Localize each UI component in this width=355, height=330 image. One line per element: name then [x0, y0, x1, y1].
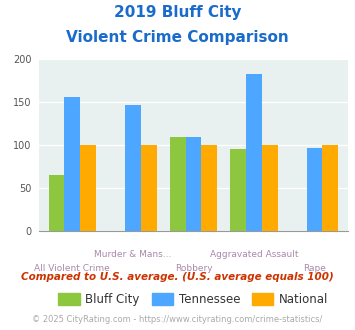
Text: Murder & Mans...: Murder & Mans... — [94, 250, 171, 259]
Bar — [322, 145, 338, 231]
Legend: Bluff City, Tennessee, National: Bluff City, Tennessee, National — [54, 288, 333, 311]
Bar — [170, 137, 186, 231]
Bar — [307, 148, 322, 231]
Text: 2019 Bluff City: 2019 Bluff City — [114, 5, 241, 20]
Text: All Violent Crime: All Violent Crime — [34, 264, 110, 273]
Bar — [230, 148, 246, 231]
Bar — [49, 175, 65, 231]
Bar — [80, 145, 96, 231]
Bar — [262, 145, 278, 231]
Text: Robbery: Robbery — [175, 264, 212, 273]
Text: Compared to U.S. average. (U.S. average equals 100): Compared to U.S. average. (U.S. average … — [21, 272, 334, 282]
Text: © 2025 CityRating.com - https://www.cityrating.com/crime-statistics/: © 2025 CityRating.com - https://www.city… — [32, 315, 323, 324]
Bar — [201, 145, 217, 231]
Bar — [186, 137, 201, 231]
Text: Rape: Rape — [303, 264, 326, 273]
Text: Violent Crime Comparison: Violent Crime Comparison — [66, 30, 289, 45]
Bar — [65, 97, 80, 231]
Bar — [141, 145, 157, 231]
Bar — [246, 74, 262, 231]
Bar — [125, 105, 141, 231]
Text: Aggravated Assault: Aggravated Assault — [210, 250, 298, 259]
